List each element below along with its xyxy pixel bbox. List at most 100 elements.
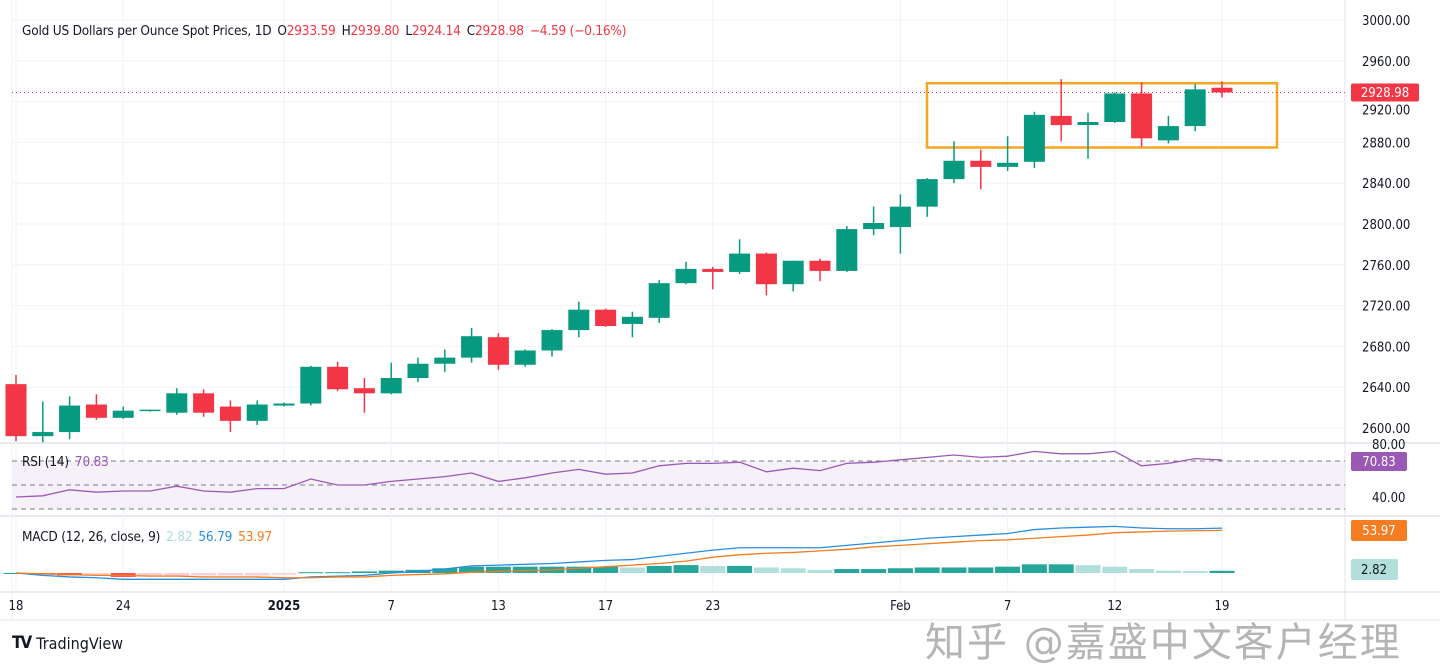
range-box: [925, 81, 1279, 149]
macd-histogram-bar: [298, 572, 324, 574]
candle-up: [863, 222, 885, 230]
macd-histogram-bar: [887, 568, 913, 573]
macd-histogram-bar: [191, 573, 217, 576]
candle-down: [809, 260, 831, 271]
macd-histogram-bar: [512, 566, 538, 573]
macd-histogram-bar: [217, 573, 243, 576]
candle-up: [246, 404, 268, 421]
macd-histogram-bar: [1182, 571, 1208, 573]
candle-down: [595, 309, 617, 326]
candle-up: [782, 260, 804, 285]
rsi-tag: [1351, 452, 1407, 472]
macd-histogram-bar: [164, 573, 190, 577]
macd-histogram-bar: [914, 567, 940, 573]
candle-up: [461, 336, 483, 358]
price-axis-label: 2600.00: [1362, 422, 1410, 437]
candle-down: [755, 253, 777, 285]
macd-line-value: 56.79: [198, 529, 233, 545]
macd-histogram-bar: [1155, 570, 1181, 573]
candle-up: [407, 363, 429, 379]
macd-histogram-bar: [995, 566, 1021, 573]
macd-histogram-bar: [807, 569, 833, 573]
rsi-line: [15, 450, 1223, 498]
open-value: 2933.59: [286, 23, 336, 39]
macd-histogram-bar: [1048, 564, 1074, 573]
candle-down: [85, 404, 107, 418]
candle-down: [353, 388, 375, 394]
candle-up: [836, 229, 858, 271]
open-label: O: [277, 23, 287, 39]
macd-signal-tag: [1351, 520, 1407, 541]
candle-up: [273, 403, 295, 406]
macd-label: MACD (12, 26, close, 9): [22, 529, 161, 545]
macd-histogram-bar: [834, 569, 860, 573]
macd-histogram-bar: [753, 567, 779, 573]
high-label: H: [341, 23, 351, 39]
candle-up: [112, 410, 134, 418]
macd-histogram-bar: [1129, 569, 1155, 573]
candle-up: [997, 162, 1019, 167]
macd-hist-tag: [1351, 559, 1398, 580]
candle-up: [166, 393, 188, 413]
time-axis-label: Feb: [890, 599, 911, 614]
candle-down: [5, 384, 27, 437]
tradingview-logo-icon: TV: [12, 633, 32, 653]
candle-up: [648, 283, 670, 318]
time-axis-label: 24: [116, 599, 131, 614]
candle-up: [1157, 126, 1179, 141]
candle-up: [1023, 114, 1045, 162]
watermark: 知乎 @嘉盛中文客户经理: [925, 620, 1402, 666]
candle-up: [889, 206, 911, 228]
close-value: 2928.98: [475, 23, 524, 39]
low-label: L: [405, 23, 412, 39]
candle-down: [327, 366, 349, 390]
candle-up: [943, 160, 965, 180]
price-axis-label: 2840.00: [1362, 177, 1410, 192]
macd-histogram-bar: [137, 573, 163, 577]
low-value: 2924.14: [411, 23, 461, 39]
symbol-legend: Gold US Dollars per Ounce Spot Prices, 1…: [22, 23, 632, 39]
rsi-legend: RSI (14) 70.83: [22, 454, 115, 470]
time-axis-label: 13: [491, 599, 506, 614]
candle-up: [59, 405, 81, 433]
candle-up: [1104, 93, 1126, 122]
macd-histogram-bar: [485, 566, 511, 573]
macd-signal-tag-text: 53.97: [1362, 524, 1395, 539]
macd-histogram-bar: [700, 565, 726, 573]
candle-up: [729, 253, 751, 272]
rsi-tag-text: 70.83: [1362, 455, 1395, 470]
macd-histogram-bar: [1209, 570, 1235, 573]
candle-up: [380, 378, 402, 394]
macd-histogram-bar: [619, 567, 645, 573]
close-label: C: [466, 23, 476, 39]
macd-histogram-bar: [1102, 566, 1128, 573]
candle-up: [1077, 122, 1099, 126]
macd-histogram-bar: [861, 569, 887, 573]
tradingview-logo[interactable]: TV TradingView: [12, 633, 123, 653]
macd-signal-value: 53.97: [238, 529, 272, 545]
candle-down: [193, 393, 215, 413]
candle-down: [487, 337, 509, 365]
macd-hist-value: 2.82: [166, 529, 193, 545]
macd-hist-tag-text: 2.82: [1361, 563, 1387, 578]
macd-histogram-bar: [941, 567, 967, 573]
candle-up: [300, 366, 322, 404]
time-axis-label: 2025: [268, 599, 301, 614]
macd-histogram-bar: [432, 568, 458, 573]
macd-signal-line: [15, 529, 1223, 579]
macd-histogram-bar: [378, 570, 404, 573]
macd-histogram-bar: [673, 565, 699, 573]
macd-histogram-bar: [244, 573, 270, 576]
candle-down: [702, 268, 724, 272]
candle-up: [916, 179, 938, 207]
macd-histogram-bar: [325, 572, 351, 574]
macd-line: [15, 525, 1223, 580]
last-price-tag: [1351, 83, 1419, 102]
candle-up: [621, 316, 643, 324]
candle-up: [568, 309, 590, 331]
rsi-label: RSI (14): [22, 454, 69, 470]
rsi-axis-label: 40.00: [1372, 491, 1405, 506]
price-axis-label: 2920.00: [1362, 103, 1410, 118]
time-axis-label: 18: [9, 599, 24, 614]
